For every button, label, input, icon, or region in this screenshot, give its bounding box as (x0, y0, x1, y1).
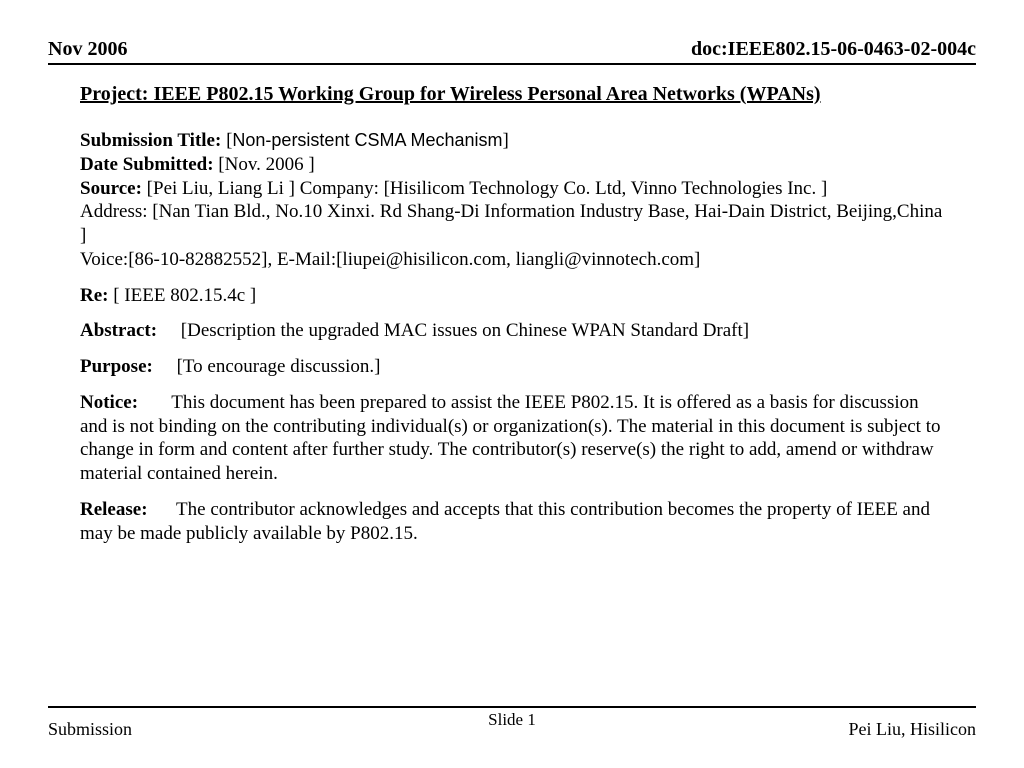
abstract-value: [Description the upgraded MAC issues on … (157, 320, 749, 341)
re-block: Re: [ IEEE 802.15.4c ] (80, 284, 944, 308)
header-doc-id: doc:IEEE802.15-06-0463-02-004c (691, 38, 976, 61)
abstract-block: Abstract: [Description the upgraded MAC … (80, 319, 944, 343)
release-label: Release: (80, 499, 148, 520)
header-date: Nov 2006 (48, 38, 127, 61)
submission-title-value: Non-persistent CSMA Mechanism (232, 130, 502, 150)
source-label: Source: (80, 178, 142, 199)
source-value: [Pei Liu, Liang Li ] Company: [Hisilicom… (142, 178, 827, 199)
abstract-label: Abstract: (80, 320, 157, 341)
purpose-label: Purpose: (80, 356, 153, 377)
project-title: Project: IEEE P802.15 Working Group for … (80, 82, 944, 107)
notice-label: Notice: (80, 392, 138, 413)
purpose-block: Purpose: [To encourage discussion.] (80, 355, 944, 379)
footer-right: Pei Liu, Hisilicon (849, 719, 977, 740)
re-value: [ IEEE 802.15.4c ] (108, 285, 256, 306)
date-submitted-value: [Nov. 2006 ] (214, 154, 315, 175)
notice-value: This document has been prepared to assis… (80, 392, 940, 484)
date-submitted-label: Date Submitted: (80, 154, 214, 175)
footer: Submission Pei Liu, Hisilicon (48, 719, 976, 740)
voice-line: Voice:[86-10-82882552], E-Mail:[liupei@h… (80, 249, 700, 270)
bracket-close: ] (503, 130, 509, 151)
release-value: The contributor acknowledges and accepts… (80, 499, 930, 544)
release-block: Release: The contributor acknowledges an… (80, 498, 944, 546)
address-line: Address: [Nan Tian Bld., No.10 Xinxi. Rd… (80, 201, 942, 246)
notice-block: Notice: This document has been prepared … (80, 391, 944, 486)
footer-rule (48, 706, 976, 708)
footer-left: Submission (48, 719, 132, 740)
header: Nov 2006 doc:IEEE802.15-06-0463-02-004c (48, 38, 976, 65)
content: Project: IEEE P802.15 Working Group for … (80, 82, 944, 557)
purpose-value: [To encourage discussion.] (153, 356, 381, 377)
submission-block: Submission Title: [Non-persistent CSMA M… (80, 129, 944, 272)
re-label: Re: (80, 285, 108, 306)
submission-title-label: Submission Title: (80, 130, 226, 151)
